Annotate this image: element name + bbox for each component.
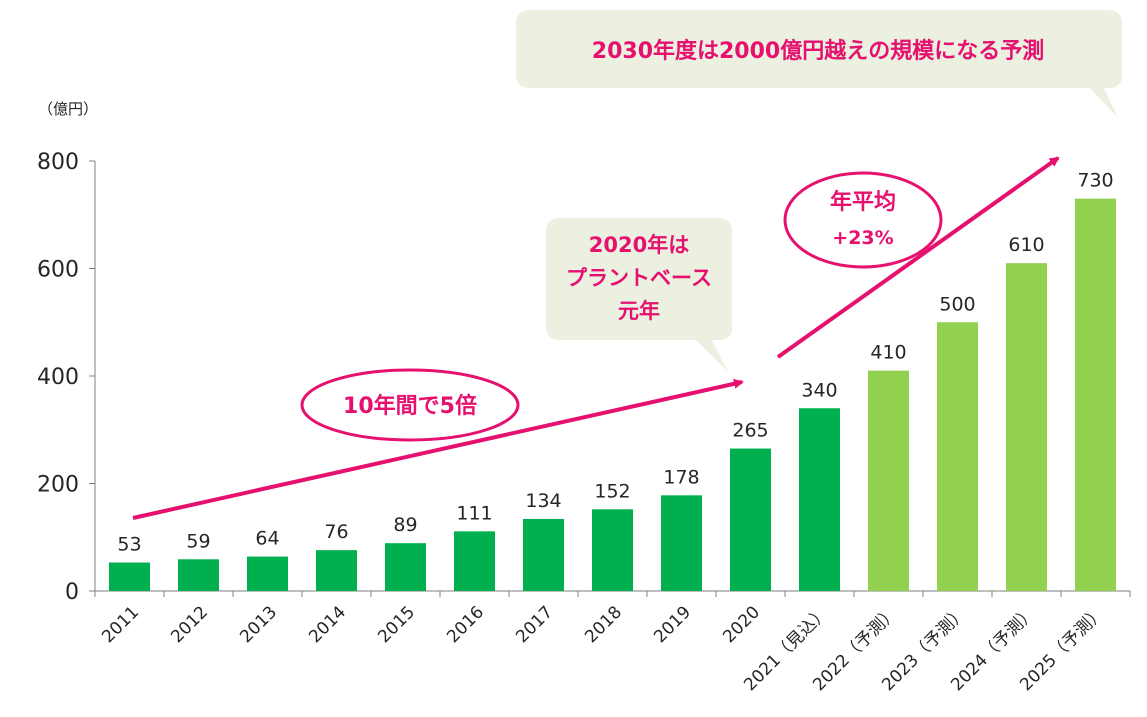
bar-value-label: 152	[594, 480, 630, 502]
bar-value-label: 111	[456, 502, 492, 524]
bar	[385, 543, 426, 591]
growth-badge-text: 10年間で5倍	[343, 393, 477, 419]
bar-value-label: 730	[1077, 170, 1113, 192]
y-tick-label: 400	[37, 365, 79, 390]
mid-callout-bubble	[546, 218, 732, 372]
bar-value-label: 89	[393, 514, 417, 536]
cagr-badge-line-2: +23%	[832, 227, 893, 249]
x-tick-labels-group: 2011 2012 2013 2014 2015 2016 2017 2018 2019 2020…	[98, 602, 1109, 695]
bar-value-label: 500	[939, 293, 975, 315]
y-unit-label: （億円）	[38, 100, 98, 118]
bar-value-label: 178	[663, 466, 699, 488]
growth-badge-ellipse	[300, 368, 520, 442]
bar	[592, 509, 633, 591]
bar	[523, 518, 564, 591]
bar	[661, 495, 702, 591]
cagr-badge-ellipse	[783, 171, 943, 269]
cagr-badge: 年平均 +23%	[783, 171, 943, 269]
top-callout-text: 2030年度は2000億円越えの規模になる予測	[592, 38, 1044, 64]
y-tick-label: 0	[65, 580, 79, 605]
bar	[1006, 263, 1047, 591]
cagr-badge-line-1: 年平均	[830, 189, 896, 215]
bar	[868, 370, 909, 591]
bar-value-label: 340	[801, 379, 837, 401]
trend-arrow-2021-2025	[776, 156, 1060, 359]
growth-badge: 10年間で5倍	[300, 368, 520, 442]
mid-callout-line-3: 元年	[618, 299, 660, 323]
bar	[247, 556, 288, 591]
bar	[937, 322, 978, 591]
bar-value-label: 76	[324, 521, 348, 543]
x-tick-label: 2019	[650, 602, 695, 647]
mid-callout: 2020年は プラントベース 元年	[546, 218, 732, 372]
x-tick-label: 2017	[512, 602, 557, 647]
bar	[109, 562, 150, 591]
x-tick-label: 2020	[719, 602, 764, 647]
x-tick-label: 2012	[167, 602, 212, 647]
x-tick-label: 2015	[374, 602, 419, 647]
bar	[799, 408, 840, 591]
y-tick-label: 600	[37, 258, 79, 283]
bar-value-label: 265	[732, 420, 768, 442]
bar-value-label: 64	[255, 528, 279, 550]
bar	[730, 448, 771, 591]
x-tick-label: 2018	[581, 602, 626, 647]
trend-arrow-2011-2020	[132, 378, 744, 520]
bar	[454, 531, 495, 591]
bar-value-label: 610	[1008, 234, 1044, 256]
bar-value-label: 59	[186, 530, 210, 552]
bar-value-label: 134	[525, 490, 561, 512]
top-callout: 2030年度は2000億円越えの規模になる予測	[516, 10, 1122, 118]
bar	[1075, 198, 1116, 591]
x-tick-label: 2011	[98, 602, 143, 647]
value-labels-group: 53 59 64 76 89 111 134 152 178 265 340 410 500 610 730	[117, 170, 1113, 556]
bar-value-label: 410	[870, 342, 906, 364]
y-tick-label: 800	[37, 150, 79, 175]
x-tick-label: 2014	[305, 602, 350, 647]
mid-callout-line-1: 2020年は	[589, 233, 689, 257]
x-tick-label: 2013	[236, 602, 281, 647]
bars-group	[109, 198, 1116, 591]
bar	[316, 550, 357, 591]
top-callout-bubble	[516, 10, 1122, 118]
bar-value-label: 53	[117, 534, 141, 556]
x-tick-label: 2016	[443, 602, 488, 647]
y-tick-label: 200	[37, 473, 79, 498]
bar	[178, 559, 219, 591]
mid-callout-line-2: プラントベース	[566, 266, 712, 290]
